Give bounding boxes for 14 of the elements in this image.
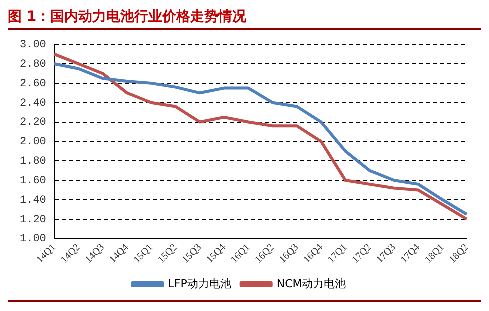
chart-title: 图 1：国内动力电池行业价格走势情况 xyxy=(8,8,481,30)
legend-label: NCM动力电池 xyxy=(276,277,346,290)
y-tick-label: 3.00 xyxy=(20,40,46,52)
y-tick-label: 2.80 xyxy=(20,58,46,71)
y-tick-label: 2.60 xyxy=(20,78,46,90)
y-tick-label: 2.20 xyxy=(20,117,46,130)
y-tick-label: 1.80 xyxy=(20,156,46,168)
y-tick-label: 2.40 xyxy=(20,98,46,110)
y-tick-label: 1.60 xyxy=(20,175,46,188)
legend-label: LFP动力电池 xyxy=(168,277,232,290)
y-tick-label: 2.00 xyxy=(20,136,46,149)
y-tick-label: 1.20 xyxy=(20,214,46,226)
y-tick-label: 1.00 xyxy=(20,234,46,246)
y-tick-label: 1.40 xyxy=(20,194,46,207)
